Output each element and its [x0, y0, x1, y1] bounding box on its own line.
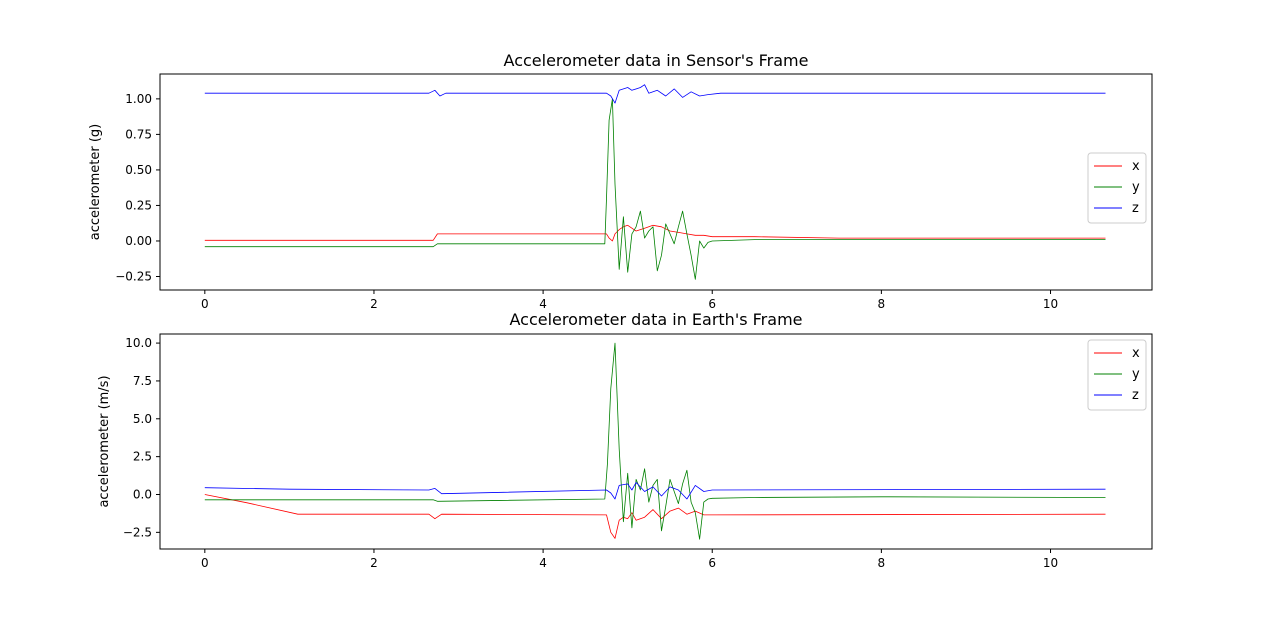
- x-tick-label: 6: [708, 556, 716, 570]
- legend-label-x: x: [1132, 346, 1140, 361]
- y-tick-label: 10.0: [125, 336, 152, 350]
- legend-box: [1087, 339, 1147, 411]
- y-tick-label: 2.5: [133, 450, 152, 464]
- x-tick-label: 0: [201, 556, 209, 570]
- series-line-x: [204, 224, 1106, 242]
- legend: xyz: [1087, 339, 1147, 411]
- x-tick-label: 2: [370, 556, 378, 570]
- legend-label-z: z: [1132, 201, 1139, 216]
- y-tick-label: 0.50: [125, 163, 152, 177]
- x-tick-label: 2: [370, 297, 378, 311]
- series-group: [204, 84, 1106, 280]
- legend-box: [1087, 152, 1147, 224]
- y-tick-label: −0.25: [115, 270, 152, 284]
- series-line-y: [204, 98, 1106, 280]
- x-tick-label: 10: [1043, 556, 1058, 570]
- legend-label-x: x: [1132, 159, 1140, 174]
- y-tick-label: 1.00: [125, 92, 152, 106]
- series-line-y: [204, 342, 1106, 540]
- series-line-z: [204, 84, 1106, 104]
- chart-title: Accelerometer data in Earth's Frame: [510, 310, 803, 329]
- legend-label-y: y: [1132, 367, 1140, 382]
- legend: xyz: [1087, 152, 1147, 224]
- series-line-z: [204, 481, 1106, 500]
- plot-frame: [159, 73, 1153, 291]
- x-tick-label: 0: [201, 297, 209, 311]
- legend-label-z: z: [1132, 388, 1139, 403]
- x-tick-label: 6: [708, 297, 716, 311]
- y-tick-label: 0.75: [125, 127, 152, 141]
- series-line-x: [204, 494, 1106, 539]
- legend-label-y: y: [1132, 180, 1140, 195]
- y-axis-label: accelerometer (g): [88, 124, 103, 241]
- y-axis-label: accelerometer (m/s): [97, 375, 112, 507]
- x-tick-label: 4: [539, 297, 547, 311]
- y-tick-label: 5.0: [133, 412, 152, 426]
- y-tick-label: 0.0: [133, 487, 152, 501]
- y-tick-label: 0.00: [125, 234, 152, 248]
- y-tick-label: 0.25: [125, 198, 152, 212]
- chart-panel-1: Accelerometer data in Sensor's Frame acce…: [88, 51, 1153, 311]
- x-tick-label: 10: [1043, 297, 1058, 311]
- x-tick-label: 8: [878, 556, 886, 570]
- plot-frame: [159, 333, 1153, 550]
- series-group: [204, 342, 1106, 540]
- y-tick-label: −2.5: [123, 525, 152, 539]
- chart-title: Accelerometer data in Sensor's Frame: [504, 51, 809, 70]
- x-tick-label: 4: [539, 556, 547, 570]
- x-tick-label: 8: [878, 297, 886, 311]
- y-tick-label: 7.5: [133, 374, 152, 388]
- chart-panel-2: Accelerometer data in Earth's Frame accel…: [97, 310, 1153, 570]
